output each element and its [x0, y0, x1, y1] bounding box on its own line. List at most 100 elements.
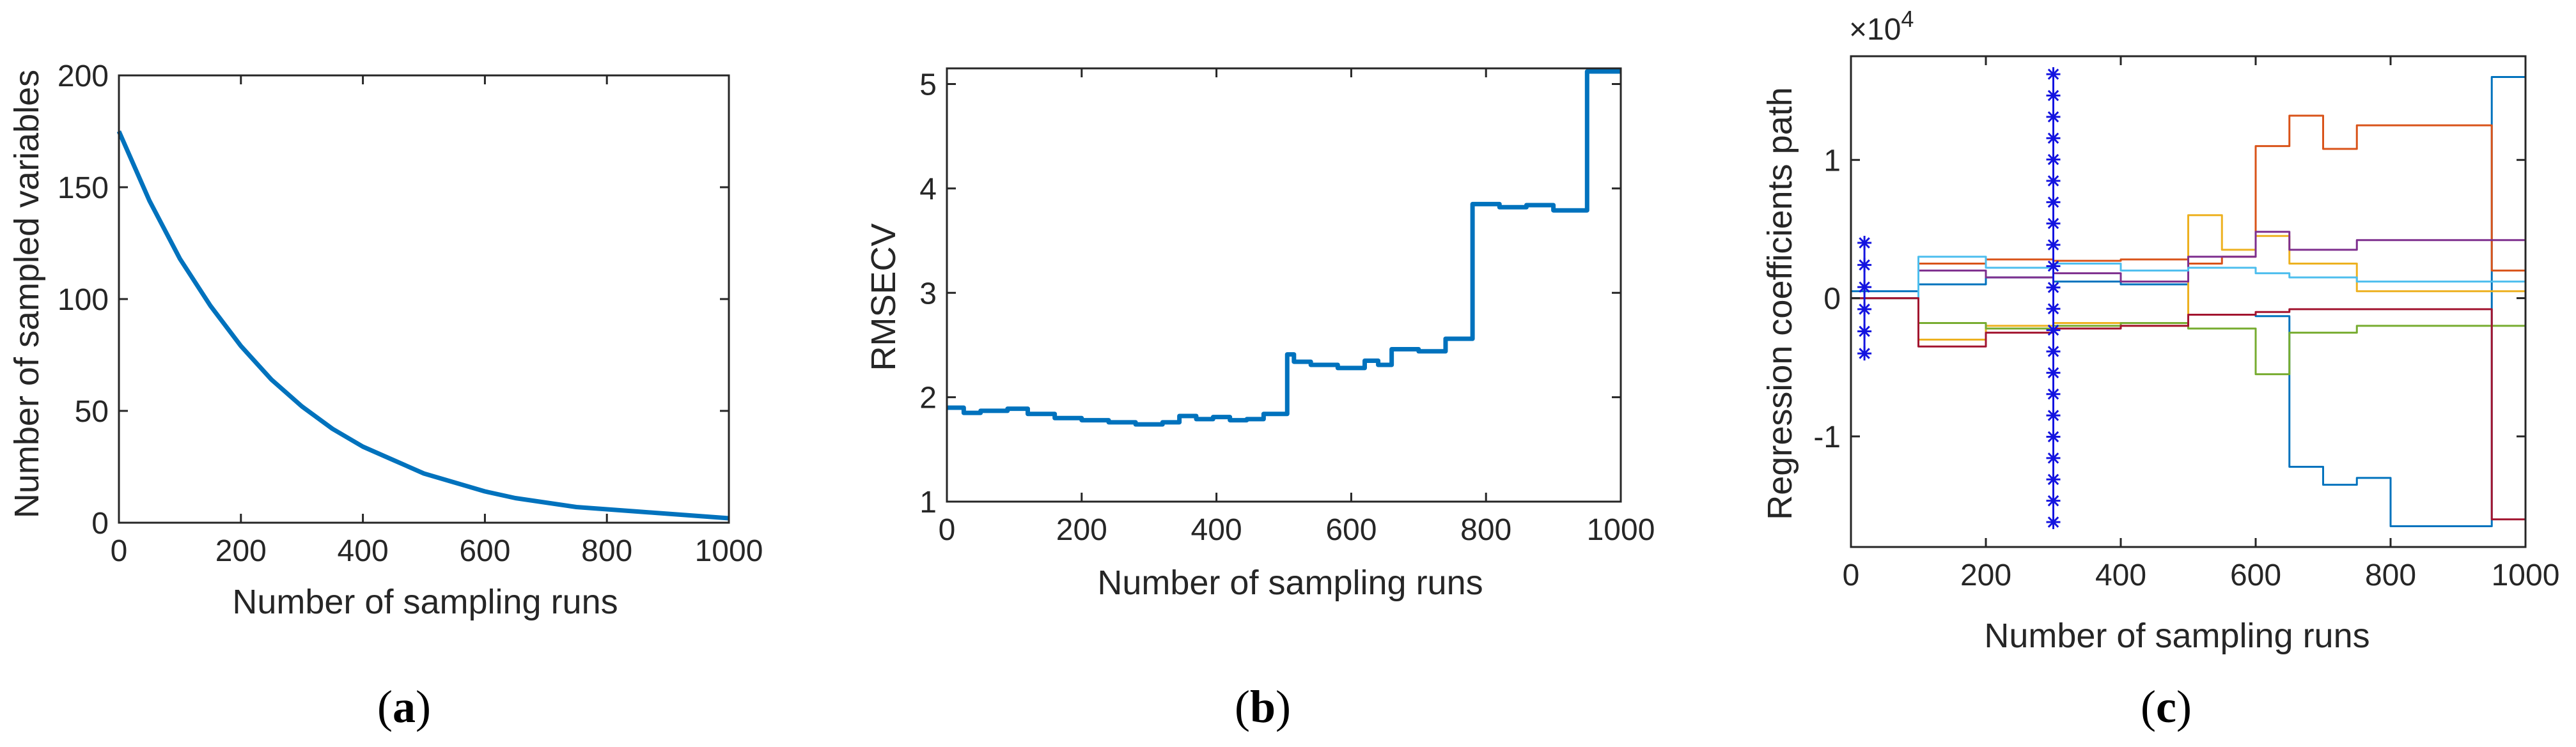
- panel-b-series-1: [947, 69, 1621, 427]
- panel-c-ticks: 0 200 400 600 800 1000 -1 0 1: [1813, 55, 2559, 592]
- panel-c-exponent-base: ×10: [1849, 13, 1901, 47]
- panel-a: 0 200 400 600 800 1000 0 50 100 150 200 Number of …: [8, 59, 763, 732]
- panel-c-asterisk-stroke: [1859, 348, 1870, 359]
- panel-c-asterisk-marker: [2046, 302, 2061, 316]
- panel-c-exponent-power: 4: [1901, 6, 1914, 32]
- panel-c-letter: c: [2156, 681, 2176, 732]
- panel-c-asterisk-stroke: [2047, 303, 2059, 315]
- panel-c-ylabel: Regression coefficients path: [1761, 87, 1799, 520]
- panel-b-axes-box: [946, 67, 1622, 503]
- panel-c-ytick-label: 0: [1823, 282, 1841, 316]
- panel-c-series-7: [1851, 297, 2525, 521]
- panel-c-asterisk-marker: [2046, 493, 2061, 508]
- panel-a-ytick-label: 50: [75, 395, 109, 429]
- panel-a-ylabel: Number of sampled variables: [8, 70, 46, 518]
- panel-c-asterisk-stroke: [2047, 282, 2059, 293]
- panel-c-asterisk-stroke: [2047, 239, 2059, 250]
- panel-c-asterisk-marker: [2046, 323, 2061, 337]
- panel-c-asterisk-marker: [1857, 236, 1872, 250]
- panel-a-ytick-label: 100: [58, 283, 109, 317]
- panel-b-xtick-label: 400: [1191, 513, 1242, 547]
- panel-c-asterisk-stroke: [2047, 431, 2059, 443]
- panel-c-asterisk-marker: [2046, 152, 2061, 167]
- panel-c-exponent: ×104: [1849, 6, 1914, 47]
- panel-c-asterisk-marker: [1857, 324, 1872, 339]
- panel-a-letter: a: [393, 681, 416, 732]
- panel-c-asterisk-stroke: [2047, 153, 2059, 166]
- panel-c-asterisk-marker: [2046, 280, 2061, 295]
- panel-c-asterisk-marker: [2046, 366, 2061, 380]
- panel-b-plot: [947, 69, 1621, 427]
- panel-a-series-1: [116, 130, 730, 521]
- panel-c-xtick-label: 200: [1960, 558, 2011, 592]
- panel-c-asterisk-stroke: [1859, 259, 1870, 271]
- panel-a-xtick-label: 0: [111, 534, 128, 568]
- panel-b-ticks: 0 200 400 600 800 1000 1 2 3 4 5: [919, 67, 1655, 547]
- panel-a-plot: [116, 130, 730, 521]
- panel-b-ylabel: RMSECV: [864, 223, 903, 371]
- panel-c-asterisk-marker: [2046, 429, 2061, 444]
- panel-c-asterisk-stroke: [2047, 175, 2059, 187]
- panel-a-xtick-label: 200: [215, 534, 267, 568]
- panel-c-series-4: [1851, 231, 2525, 300]
- panel-c-asterisk-marker: [2046, 238, 2061, 252]
- panel-a-xtick-label: 1000: [695, 534, 763, 568]
- panel-c-xtick-label: 0: [1843, 558, 1860, 592]
- panel-a-ticks: 0 200 400 600 800 1000 0 50 100 150 200: [58, 59, 763, 568]
- panel-c-asterisk-stroke: [2047, 89, 2059, 102]
- panel-c-asterisk-marker: [2046, 88, 2061, 103]
- panel-b-label: (b): [1235, 681, 1291, 732]
- panel-c-asterisk-marker: [2046, 67, 2061, 82]
- panel-c-asterisk-stroke: [2047, 196, 2059, 208]
- panel-b-ytick-label: 2: [919, 381, 937, 415]
- panel-c-asterisk-stroke: [2047, 410, 2059, 421]
- panel-c: 0 200 400 600 800 1000 -1 0 1 Number of sampling…: [1761, 6, 2559, 732]
- panel-b-xtick-label: 200: [1056, 513, 1107, 547]
- panel-c-asterisk-stroke: [2047, 324, 2059, 336]
- panel-c-asterisk-stroke: [2047, 516, 2059, 528]
- panel-c-asterisk-stroke: [2047, 389, 2059, 400]
- panel-c-ytick-label: -1: [1813, 420, 1841, 454]
- panel-a-ytick-label: 0: [91, 507, 109, 541]
- panel-c-asterisk-stroke: [1859, 281, 1870, 293]
- panel-c-plot: [1851, 67, 2525, 530]
- panel-c-xlabel: Number of sampling runs: [1984, 617, 2369, 655]
- panel-c-asterisk-marker: [1857, 258, 1872, 272]
- panel-c-asterisk-marker: [2046, 408, 2061, 423]
- panel-b: 0 200 400 600 800 1000 1 2 3 4 5 Number of samplin…: [864, 67, 1655, 732]
- panel-b-xtick-label: 600: [1325, 513, 1377, 547]
- panel-b-ytick-label: 4: [919, 173, 937, 206]
- panel-c-asterisk-marker: [2046, 344, 2061, 359]
- panel-c-asterisk-marker: [2046, 451, 2061, 465]
- panel-b-ytick-label: 1: [919, 486, 937, 520]
- panel-b-xtick-label: 0: [939, 513, 956, 547]
- panel-c-asterisk-stroke: [2047, 68, 2059, 80]
- panel-c-asterisk-marker: [2046, 387, 2061, 401]
- panel-c-asterisk-marker: [1857, 280, 1872, 295]
- panel-c-asterisk-marker: [2046, 515, 2061, 530]
- panel-c-axes-box: [1850, 55, 2527, 548]
- panel-c-asterisk-stroke: [2047, 367, 2059, 379]
- panel-c-asterisk-marker: [2046, 131, 2061, 146]
- panel-c-asterisk-stroke: [1859, 237, 1870, 249]
- panel-c-asterisk-marker: [2046, 174, 2061, 189]
- panel-c-asterisk-stroke: [2047, 346, 2059, 357]
- panel-c-asterisk-stroke: [2047, 495, 2059, 507]
- panel-a-ytick-label: 150: [58, 171, 109, 205]
- panel-b-xlabel: Number of sampling runs: [1097, 564, 1483, 602]
- panel-c-asterisk-stroke: [2047, 452, 2059, 464]
- panel-a-xlabel: Number of sampling runs: [232, 583, 618, 621]
- panel-a-label: (a): [377, 681, 431, 732]
- panel-b-letter: b: [1250, 681, 1276, 732]
- panel-a-ytick-label: 200: [58, 59, 109, 93]
- panel-c-asterisk-stroke: [1859, 325, 1870, 337]
- panel-c-asterisk-stroke: [2047, 132, 2059, 144]
- panel-c-asterisk-stroke: [2047, 260, 2059, 272]
- panel-b-ytick-label: 5: [919, 68, 937, 102]
- panel-b-xtick-label: 800: [1460, 513, 1511, 547]
- panel-c-xtick-label: 800: [2365, 558, 2416, 592]
- panel-a-xtick-label: 600: [459, 534, 510, 568]
- panel-c-asterisk-stroke: [2047, 218, 2059, 229]
- panel-c-xtick-label: 400: [2095, 558, 2146, 592]
